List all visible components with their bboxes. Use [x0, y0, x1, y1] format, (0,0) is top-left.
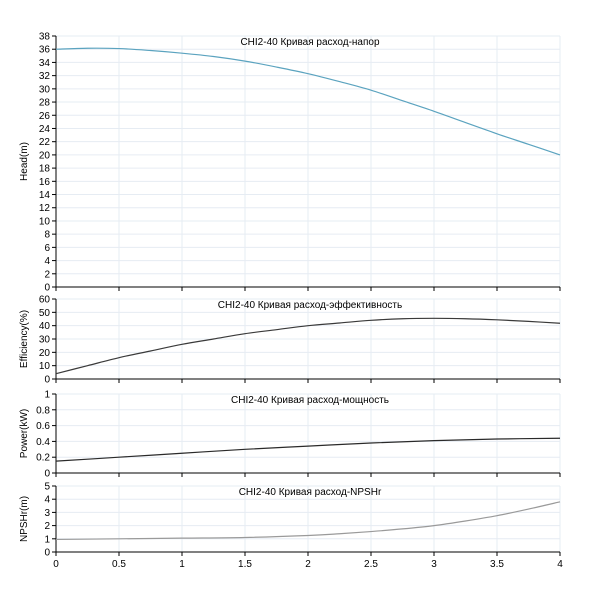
- efficiency-y-tick-label: 20: [39, 348, 51, 359]
- head-y-tick-label: 28: [39, 98, 51, 109]
- efficiency-series-line: [55, 317, 561, 375]
- efficiency-y-tick-label: 50: [39, 308, 51, 319]
- npshr-x-tick-label: 1.5: [238, 559, 252, 570]
- npshr-y-tick-label: 4: [44, 495, 50, 506]
- head-y-tick-label: 16: [39, 177, 51, 188]
- power-y-tick-label: 1: [44, 390, 50, 401]
- efficiency-y-tick-label: 10: [39, 361, 51, 372]
- efficiency-chart-title: CHI2-40 Кривая расход-эффективность: [218, 299, 402, 311]
- head-y-tick-label: 2: [44, 269, 50, 280]
- head-grid: [56, 35, 561, 287]
- npshr-x-tick-label: 0: [53, 559, 59, 570]
- power-series-line: [55, 437, 561, 462]
- npshr-x-tick-label: 1: [179, 559, 185, 570]
- head-y-tick-label: 26: [39, 111, 51, 122]
- head-series-line: [55, 47, 561, 156]
- npshr-x-tick-label: 2: [305, 559, 311, 570]
- efficiency-y-tick-label: 60: [39, 295, 51, 306]
- head-y-tick-label: 4: [44, 256, 50, 267]
- npshr-x-tick-label: 2.5: [364, 559, 378, 570]
- efficiency-grid: [56, 298, 561, 379]
- head-y-tick-label: 18: [39, 164, 51, 175]
- efficiency-y-axis-label: Efficiency(%): [19, 310, 30, 368]
- power-chart-title: CHI2-40 Кривая расход-мощность: [231, 395, 389, 406]
- npshr-y-tick-label: 0: [44, 548, 50, 559]
- power-y-tick-label: 0.2: [36, 453, 50, 464]
- npshr-y-axis-label: NPSHr(m): [19, 496, 30, 542]
- npshr-chart: 0 1 2 3 4 5 0 0.5 1 1.5 2 2.5 3 3.5 4 CHI2-40 Кривая ра…: [19, 482, 563, 571]
- npshr-x-tick-label: 4: [557, 559, 563, 570]
- npshr-y-tick-label: 1: [44, 534, 50, 545]
- efficiency-chart: 0 10 20 30 40 50 60 CHI2-40 Кривая расход-эффек…: [19, 295, 561, 386]
- power-y-tick-label: 0.4: [36, 437, 50, 448]
- head-y-tick-label: 6: [44, 243, 50, 254]
- head-y-tick-label: 10: [39, 216, 51, 227]
- power-y-tick-label: 0.6: [36, 421, 50, 432]
- efficiency-y-tick-label: 40: [39, 321, 51, 332]
- efficiency-y-tick-label: 30: [39, 335, 51, 346]
- power-grid: [56, 393, 561, 473]
- head-y-tick-label: 14: [39, 190, 51, 201]
- head-chart-title: CHI2-40 Кривая расход-напор: [240, 37, 380, 48]
- npshr-x-tick-label: 0.5: [112, 559, 126, 570]
- npshr-grid: [56, 485, 561, 552]
- head-y-tick-label: 8: [44, 230, 50, 241]
- head-y-tick-label: 24: [39, 124, 51, 135]
- efficiency-y-tick-label: 0: [44, 375, 50, 386]
- head-y-tick-label: 30: [39, 84, 51, 95]
- head-y-tick-label: 34: [39, 58, 51, 69]
- head-y-tick-label: 32: [39, 71, 51, 82]
- head-y-tick-label: 20: [39, 150, 51, 161]
- npshr-x-tick-label: 3.5: [490, 559, 504, 570]
- head-y-tick-label: 38: [39, 32, 51, 43]
- head-y-axis-label: Head(m): [19, 142, 30, 181]
- npshr-series-line: [55, 501, 561, 541]
- power-chart: 0 0.2 0.4 0.6 0.8 1 CHI2-40 Кривая расход-мощн…: [19, 390, 561, 480]
- power-y-tick-label: 0.8: [36, 405, 50, 416]
- power-y-axis-label: Power(kW): [19, 409, 30, 458]
- head-y-tick-label: 0: [44, 283, 50, 294]
- npshr-y-tick-label: 3: [44, 508, 50, 519]
- power-y-tick-label: 0: [44, 469, 50, 480]
- head-y-tick-label: 12: [39, 203, 51, 214]
- npshr-chart-title: CHI2-40 Кривая расход-NPSHr: [239, 487, 382, 498]
- npshr-y-tick-label: 5: [44, 482, 50, 493]
- head-y-tick-label: 36: [39, 45, 51, 56]
- npshr-y-tick-label: 2: [44, 521, 50, 532]
- npshr-x-tick-label: 3: [431, 559, 437, 570]
- head-y-tick-label: 22: [39, 137, 51, 148]
